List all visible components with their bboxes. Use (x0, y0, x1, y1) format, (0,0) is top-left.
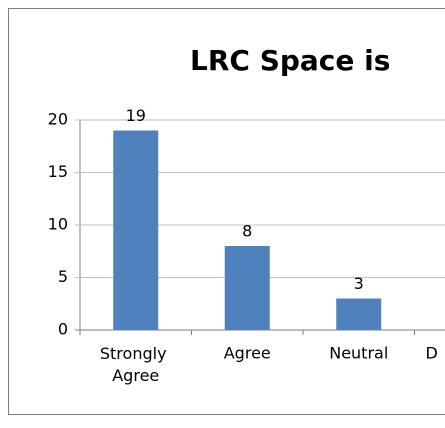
x-tick-label: Strongly Agree (100, 344, 172, 385)
y-tick-label: 20 (48, 110, 68, 129)
x-tick-label: Neutral (329, 344, 388, 363)
value-label: 3 (354, 274, 364, 293)
bar (224, 246, 270, 330)
y-tick-label: 15 (48, 162, 68, 181)
chart-frame (8, 8, 445, 415)
bar (113, 130, 159, 330)
y-tick-label: 0 (58, 320, 68, 339)
x-tick-label: Agree (224, 344, 271, 363)
bar (336, 298, 382, 330)
y-tick-label: 5 (58, 267, 68, 286)
y-tick-label: 10 (48, 215, 68, 234)
chart-title: LRC Space is (190, 44, 390, 77)
value-label: 8 (242, 222, 252, 241)
x-tick-label: D (426, 344, 438, 363)
value-label: 19 (126, 106, 146, 125)
